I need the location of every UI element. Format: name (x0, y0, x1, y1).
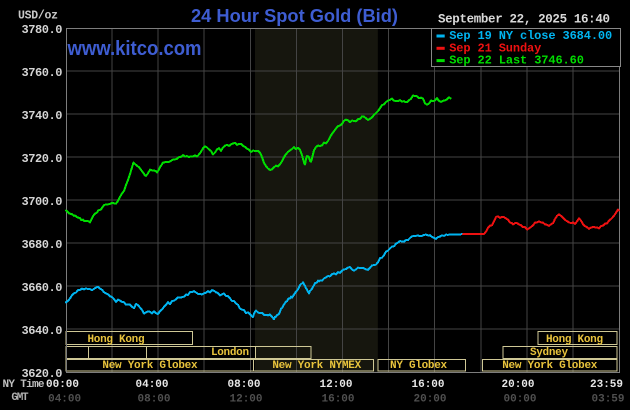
svg-text:3780.0: 3780.0 (22, 23, 63, 37)
svg-text:Hong Kong: Hong Kong (546, 334, 603, 346)
svg-text:12:00: 12:00 (320, 379, 353, 391)
svg-text:3700.0: 3700.0 (22, 195, 63, 209)
svg-text:00:00: 00:00 (46, 379, 79, 391)
svg-text:Sydney: Sydney (530, 347, 568, 359)
svg-text:3620.0: 3620.0 (22, 367, 63, 381)
svg-text:3640.0: 3640.0 (22, 324, 63, 338)
svg-text:20:00: 20:00 (414, 394, 447, 406)
svg-text:12:00: 12:00 (230, 394, 263, 406)
svg-text:New York NYMEX: New York NYMEX (272, 360, 361, 372)
svg-text:24 Hour Spot Gold (Bid): 24 Hour Spot Gold (Bid) (191, 6, 398, 26)
svg-text:NY Time: NY Time (3, 379, 45, 391)
svg-text:London: London (211, 347, 249, 359)
svg-text:16:00: 16:00 (322, 394, 355, 406)
svg-text:3660.0: 3660.0 (22, 281, 63, 295)
svg-text:04:00: 04:00 (48, 394, 81, 406)
svg-text:03:59: 03:59 (592, 394, 625, 406)
svg-text:3680.0: 3680.0 (22, 238, 63, 252)
svg-text:Sep 21 Sunday: Sep 21 Sunday (449, 41, 541, 55)
svg-text:16:00: 16:00 (412, 379, 445, 391)
svg-text:NY Globex: NY Globex (390, 360, 447, 372)
svg-text:New York Globex: New York Globex (502, 360, 598, 372)
svg-text:September 22, 2025 16:40: September 22, 2025 16:40 (438, 13, 610, 27)
svg-text:20:00: 20:00 (502, 379, 535, 391)
svg-text:08:00: 08:00 (138, 394, 171, 406)
svg-text:Sep 22 Last 3746.60: Sep 22 Last 3746.60 (449, 54, 584, 68)
svg-text:00:00: 00:00 (504, 394, 537, 406)
svg-text:3740.0: 3740.0 (22, 109, 63, 123)
svg-text:08:00: 08:00 (228, 379, 261, 391)
svg-text:www.kitco.com: www.kitco.com (67, 38, 202, 60)
svg-text:23:59: 23:59 (590, 379, 623, 391)
svg-text:Hong Kong: Hong Kong (87, 334, 144, 346)
svg-text:USD/oz: USD/oz (18, 10, 58, 23)
svg-text:Sep 19 NY close 3684.00: Sep 19 NY close 3684.00 (449, 29, 612, 43)
svg-text:3760.0: 3760.0 (22, 66, 63, 80)
svg-text:04:00: 04:00 (136, 379, 169, 391)
svg-text:GMT: GMT (11, 392, 29, 404)
svg-text:3720.0: 3720.0 (22, 152, 63, 166)
svg-text:New York Globex: New York Globex (102, 360, 198, 372)
